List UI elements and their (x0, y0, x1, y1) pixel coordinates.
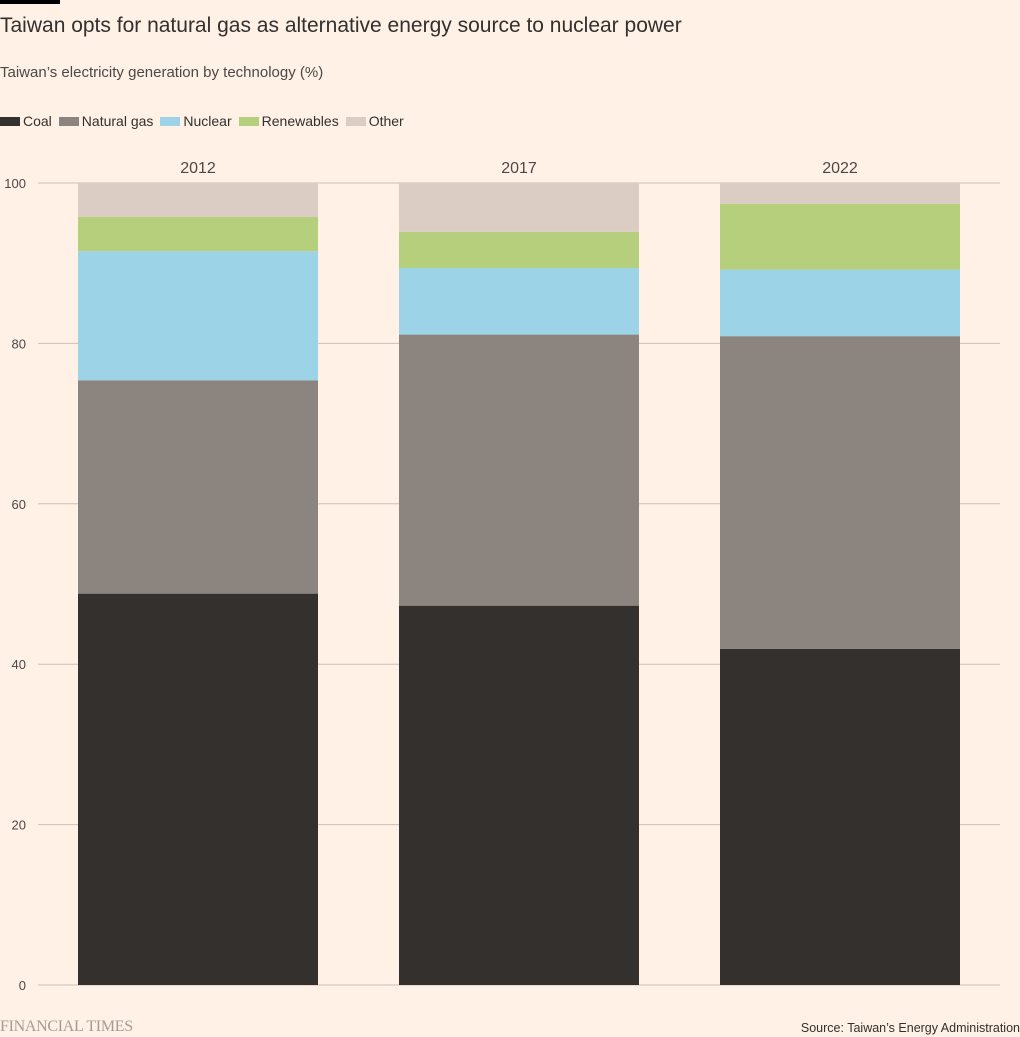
bar-segment-other-2022 (720, 183, 960, 204)
y-tick-label: 0 (19, 978, 26, 993)
bar-segment-renewables-2012 (78, 216, 318, 252)
bar-segment-coal-2017 (399, 605, 639, 985)
legend-item-other: Other (345, 113, 404, 129)
bar-segment-renewables-2017 (399, 231, 639, 269)
brand-bar (0, 0, 60, 4)
legend-swatch (0, 116, 20, 126)
legend-label: Coal (23, 113, 52, 129)
bar-segment-nuclear-2022 (720, 269, 960, 337)
y-tick-label: 100 (4, 176, 26, 191)
y-tick-label: 40 (12, 657, 26, 672)
legend-label: Renewables (261, 113, 339, 129)
bar-segment-coal-2012 (78, 593, 318, 985)
bar-segment-natural-gas-2022 (720, 336, 960, 649)
category-label: 2012 (180, 160, 216, 177)
legend-label: Natural gas (81, 113, 154, 129)
category-label: 2017 (501, 160, 537, 177)
bar-segment-nuclear-2017 (399, 268, 639, 335)
legend-swatch (58, 116, 79, 126)
legend-item-nuclear: Nuclear (160, 113, 232, 129)
ft-logo: FINANCIAL TIMES (0, 1018, 133, 1035)
legend-label: Nuclear (183, 113, 232, 129)
y-tick-label: 60 (12, 497, 26, 512)
legend-label: Other (368, 113, 404, 129)
source-note: Source: Taiwan’s Energy Administration (800, 1021, 1020, 1035)
bar-segment-coal-2022 (720, 648, 960, 985)
y-tick-label: 20 (12, 818, 26, 833)
bar-segment-nuclear-2012 (78, 251, 318, 381)
category-label: 2022 (822, 160, 858, 177)
legend-swatch (238, 116, 259, 126)
legend-item-renewables: Renewables (238, 113, 339, 129)
bar-segment-other-2012 (78, 183, 318, 217)
legend-swatch (160, 116, 181, 126)
bar-segment-natural-gas-2017 (399, 334, 639, 606)
bar-segment-renewables-2022 (720, 203, 960, 270)
chart-title: Taiwan opts for natural gas as alternati… (0, 14, 682, 37)
y-tick-label: 80 (12, 336, 26, 351)
legend-item-coal: Coal (0, 113, 52, 129)
legend: Coal Natural gas Nuclear Renewables Other (0, 113, 411, 129)
legend-swatch (345, 116, 366, 126)
legend-item-natural-gas: Natural gas (58, 113, 154, 129)
bar-segment-natural-gas-2012 (78, 380, 318, 594)
bar-segment-other-2017 (399, 183, 639, 232)
stacked-bar-chart: 0 20 40 60 80 100 2012 2017 2022 (4, 160, 1000, 993)
chart-subtitle: Taiwan’s electricity generation by techn… (0, 64, 324, 81)
